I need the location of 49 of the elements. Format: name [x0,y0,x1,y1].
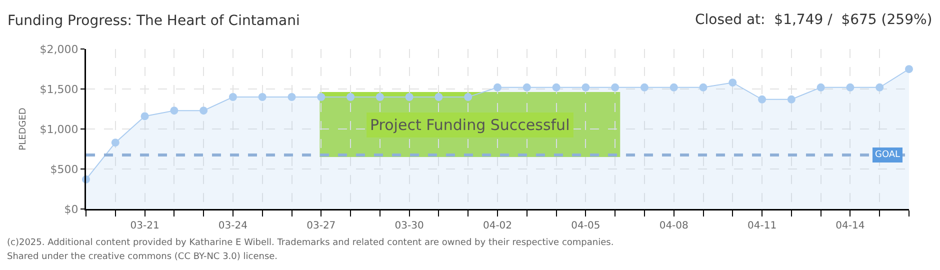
y-tick-label: $1,000 [40,122,78,136]
y-axis-title: PLEDGED [18,108,28,150]
x-tick-label: 04-08 [659,220,688,232]
point [111,138,120,147]
point [288,93,296,101]
point [317,93,326,101]
x-tick-label: 03-21 [130,220,160,232]
point [728,78,737,87]
y-tick-label: $0 [64,202,78,216]
point [494,83,502,92]
ref-line-label: GOAL [875,150,900,160]
point [758,95,766,104]
x-tick-label: 03-30 [394,220,424,232]
x-tick-label: 03-27 [306,220,336,232]
chart-title: Funding Progress: The Heart of Cintamani [8,12,300,29]
x-tick-label: 03-24 [218,220,248,232]
text: (c)2025. Additional content provided by Katharine E Wibell. Trademarks and related content are owned by their respective companies. [7,238,614,248]
point [846,83,854,92]
x-tick-label: 04-05 [571,220,600,232]
point [464,93,472,101]
point [200,106,208,115]
x-tick-label: 04-02 [482,220,512,232]
point [787,95,796,104]
annotation: Project Funding Successful [370,116,570,134]
chart-subtitle: Closed at: $1,749 / $675 (259%) [695,12,932,28]
y-tick-label: $2,000 [40,42,78,56]
point [346,93,355,101]
point [522,83,531,92]
point [640,83,648,92]
point [876,83,884,92]
x-tick-label: 04-11 [748,220,777,232]
point [170,106,178,115]
x-tick-label: 04-14 [836,220,865,232]
point [552,83,560,92]
y-tick-label: $500 [50,162,78,176]
point [611,83,620,92]
point [670,83,678,92]
point [699,83,708,92]
point [582,83,590,92]
point [140,112,149,120]
point [405,93,414,101]
text: Shared under the creative commons (CC BY-NC 3.0) license. [7,252,278,262]
point [434,93,443,101]
point [816,83,825,92]
point [905,65,913,74]
point [376,93,384,101]
point [228,93,237,101]
y-tick-label: $1,500 [40,82,78,96]
point [258,93,266,101]
